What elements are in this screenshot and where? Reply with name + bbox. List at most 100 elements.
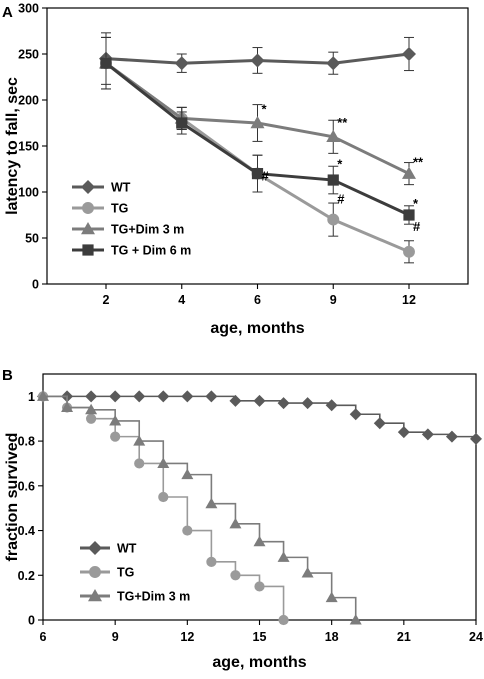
x-tick-label-b: 12 xyxy=(180,630,194,644)
annotation: * xyxy=(337,156,343,171)
data-point xyxy=(230,570,241,581)
data-point xyxy=(174,56,189,71)
data-point xyxy=(109,414,122,426)
series-a-3 xyxy=(100,36,415,225)
data-point xyxy=(109,390,122,403)
x-axis-label-a: age, months xyxy=(210,320,304,337)
data-point xyxy=(205,497,218,509)
data-point xyxy=(403,245,415,258)
y-tick-label-b: 0.4 xyxy=(18,524,35,538)
y-tick-label-b: 0.2 xyxy=(18,569,35,583)
y-tick-label-b: 0 xyxy=(28,614,35,628)
data-point xyxy=(250,116,265,129)
y-axis-label-a: latency to fall, sec xyxy=(4,77,21,215)
annotation: * xyxy=(262,101,268,116)
panel-label-b: B xyxy=(2,367,13,384)
data-point xyxy=(205,390,218,403)
data-point xyxy=(278,614,289,626)
x-tick-label-a: 4 xyxy=(178,293,185,307)
data-point xyxy=(277,551,290,562)
data-point xyxy=(402,47,416,61)
data-point xyxy=(133,390,146,403)
x-tick-label-b: 15 xyxy=(253,630,267,644)
data-point xyxy=(326,56,341,71)
panel-a: A 0 50 100 150 200 250 300 2 4 6 9 12 age, months late… xyxy=(2,2,469,337)
annotations-a: *#***#***# xyxy=(262,101,425,234)
data-point xyxy=(134,458,145,469)
legend-label: TG xyxy=(111,202,128,216)
panel-b: B 0 0.2 0.4 0.6 0.8 1 6 9 12 15 18 21 24 age, months fr… xyxy=(2,367,483,671)
data-point xyxy=(325,399,338,412)
y-tick-label-a: 250 xyxy=(18,48,39,62)
y-tick-label-b: 1 xyxy=(28,390,35,404)
x-tick-label-a: 9 xyxy=(330,293,337,307)
y-tick-label-a: 150 xyxy=(18,140,39,154)
legend-marker xyxy=(88,589,102,602)
legend-marker xyxy=(81,222,95,235)
x-tick-label-a: 2 xyxy=(103,293,110,307)
data-point xyxy=(397,426,410,439)
series-step-line xyxy=(43,395,285,620)
data-point xyxy=(402,166,416,179)
legend-marker xyxy=(81,180,95,194)
y-tick-label-a: 100 xyxy=(18,186,39,200)
data-point xyxy=(85,403,98,415)
data-point xyxy=(85,390,98,403)
data-point xyxy=(157,390,170,403)
data-point xyxy=(37,390,49,401)
y-tick-label-a: 0 xyxy=(32,278,39,292)
data-point xyxy=(206,556,217,567)
legend-label: TG + Dim 6 m xyxy=(111,244,191,258)
x-tick-label-b: 6 xyxy=(40,630,47,644)
data-point xyxy=(61,401,74,413)
legend-a: WT TG TG+Dim 3 m TG + Dim 6 m xyxy=(72,180,191,258)
data-point xyxy=(176,117,188,129)
y-tick-label-a: 200 xyxy=(18,94,39,108)
data-point xyxy=(229,517,242,529)
data-point xyxy=(326,129,341,143)
annotation: * xyxy=(413,196,419,211)
panel-label-a: A xyxy=(2,4,13,21)
data-point xyxy=(349,408,362,421)
data-point xyxy=(277,397,290,410)
series-a-0 xyxy=(99,32,416,85)
annotation: ** xyxy=(413,155,424,170)
y-tick-label-b: 0.8 xyxy=(18,435,35,449)
y-tick-label-b: 0.6 xyxy=(18,479,35,493)
data-point xyxy=(100,57,112,69)
data-point xyxy=(403,209,415,221)
legend-marker xyxy=(82,244,94,256)
legend-b: WT TG TG+Dim 3 m xyxy=(80,541,190,604)
data-point xyxy=(301,397,314,410)
data-point xyxy=(349,614,362,625)
data-point xyxy=(327,174,339,186)
data-point xyxy=(470,432,482,445)
data-point xyxy=(327,213,340,226)
legend-label: TG xyxy=(117,566,134,580)
data-point xyxy=(229,394,242,407)
series-b-2 xyxy=(37,390,362,625)
data-point xyxy=(86,413,97,424)
data-point xyxy=(254,581,265,592)
data-point xyxy=(181,468,194,480)
annotation: # xyxy=(337,191,345,206)
data-point xyxy=(157,457,170,468)
legend-label: TG+Dim 3 m xyxy=(117,590,190,604)
data-point xyxy=(253,394,266,407)
series-b-1 xyxy=(37,391,289,626)
data-point xyxy=(421,428,434,441)
data-point xyxy=(181,390,194,403)
legend-marker xyxy=(82,202,94,214)
x-tick-label-b: 9 xyxy=(112,630,119,644)
x-tick-label-b: 18 xyxy=(325,630,339,644)
x-tick-label-a: 6 xyxy=(254,293,261,307)
data-point xyxy=(251,168,264,180)
series-step-line xyxy=(43,395,357,620)
x-tick-label-b: 21 xyxy=(397,630,411,644)
x-tick-label-b: 24 xyxy=(469,630,483,644)
legend-label: WT xyxy=(111,181,131,195)
data-point xyxy=(253,535,266,547)
x-tick-label-a: 12 xyxy=(402,293,416,307)
